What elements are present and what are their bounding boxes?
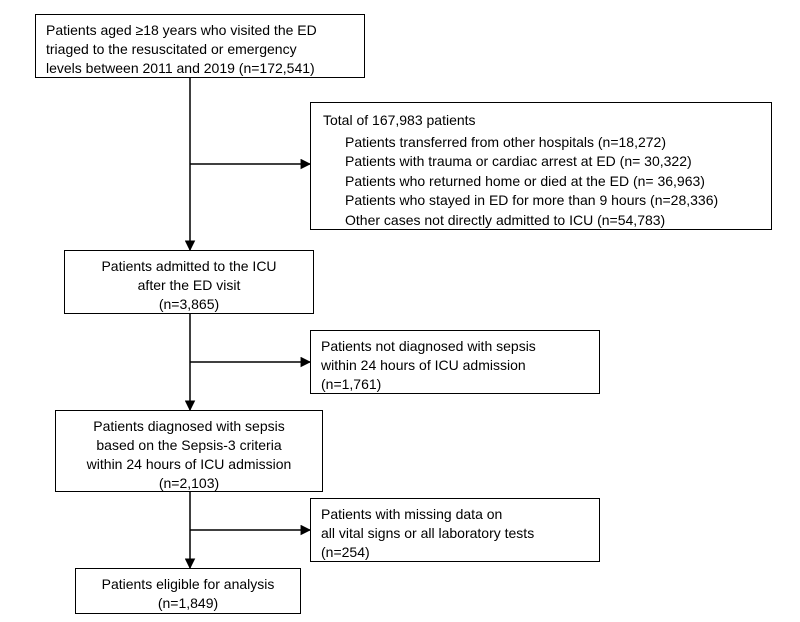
exclusion-box-2: Patients not diagnosed with sepsiswithin… [310,330,600,394]
text-line: (n=1,849) [86,594,290,613]
text-line: Patients not diagnosed with sepsis [321,337,589,356]
text-line: Patients with missing data on [321,505,589,524]
exclusion-item: Other cases not directly admitted to ICU… [323,211,759,231]
flow-node-sepsis-diagnosed: Patients diagnosed with sepsisbased on t… [55,410,323,492]
text-line: (n=254) [321,543,589,562]
text-line: triaged to the resuscitated or emergency [46,40,354,59]
exclusion-box-1: Total of 167,983 patients Patients trans… [310,102,772,230]
text-line: Patients aged ≥18 years who visited the … [46,21,354,40]
exclusion-box-3: Patients with missing data onall vital s… [310,498,600,562]
text-line: (n=2,103) [66,474,312,493]
exclusion-item: Patients who returned home or died at th… [323,172,759,192]
flow-node-eligible: Patients eligible for analysis(n=1,849) [75,568,301,614]
text-line: Patients diagnosed with sepsis [66,417,312,436]
exclusion-1-header: Total of 167,983 patients [323,111,759,131]
text-line: within 24 hours of ICU admission [66,455,312,474]
text-line: based on the Sepsis-3 criteria [66,436,312,455]
text-line: (n=1,761) [321,375,589,394]
text-line: all vital signs or all laboratory tests [321,524,589,543]
text-line: levels between 2011 and 2019 (n=172,541) [46,59,354,78]
exclusion-item: Patients transferred from other hospital… [323,133,759,153]
exclusion-item: Patients with trauma or cardiac arrest a… [323,152,759,172]
text-line: Patients admitted to the ICU [75,257,303,276]
exclusion-item: Patients who stayed in ED for more than … [323,191,759,211]
flow-node-initial-cohort: Patients aged ≥18 years who visited the … [35,14,365,78]
text-line: within 24 hours of ICU admission [321,356,589,375]
text-line: (n=3,865) [75,295,303,314]
flow-node-icu-admitted: Patients admitted to the ICUafter the ED… [64,250,314,314]
text-line: Patients eligible for analysis [86,575,290,594]
text-line: after the ED visit [75,276,303,295]
